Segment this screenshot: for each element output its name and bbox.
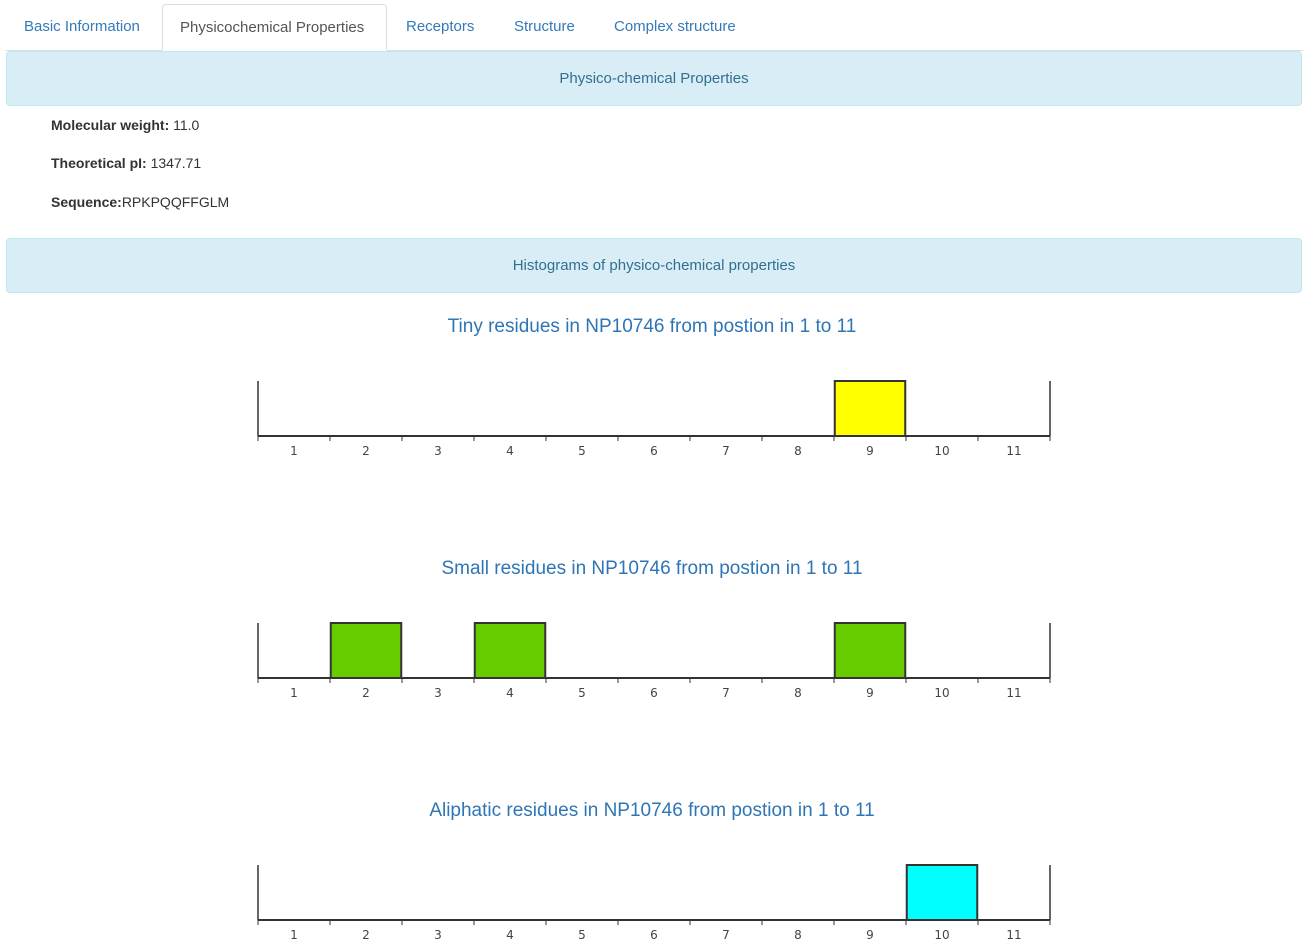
x-tick-label-1: 1: [290, 928, 298, 942]
x-tick-label-4: 4: [506, 928, 514, 942]
tab-complex-structure[interactable]: Complex structure: [614, 18, 736, 35]
x-tick-label-8: 8: [794, 444, 802, 458]
x-tick-label-5: 5: [578, 444, 586, 458]
tab-receptors[interactable]: Receptors: [406, 18, 475, 35]
x-tick-label-10: 10: [934, 444, 949, 458]
x-tick-label-6: 6: [650, 444, 658, 458]
histograms-panel-header: Histograms of physico-chemical propertie…: [6, 238, 1302, 293]
chart-aliphatic-residues: 1 2 3 4 5 6 7 8 9 10 11: [257, 864, 1051, 942]
x-tick-label-9: 9: [866, 686, 874, 700]
theoretical-pi: Theoretical pI: 1347.71: [51, 155, 201, 171]
x-tick-label-2: 2: [362, 444, 370, 458]
theoretical-pi-value: 1347.71: [150, 155, 202, 171]
x-tick-label-10: 10: [934, 928, 949, 942]
bar-4: [473, 622, 547, 679]
molecular-weight-label: Molecular weight:: [51, 117, 170, 133]
x-tick-label-6: 6: [650, 928, 658, 942]
bar-9: [833, 380, 907, 437]
sequence: Sequence:RPKPQQFFGLM: [51, 194, 229, 210]
x-tick-label-4: 4: [506, 444, 514, 458]
x-tick-label-1: 1: [290, 444, 298, 458]
x-tick-label-11: 11: [1006, 928, 1021, 942]
sequence-label: Sequence:: [51, 194, 122, 210]
chart-title-tiny-residues: Tiny residues in NP10746 from postion in…: [447, 316, 857, 337]
chart-small-residues: 1 2 3 4 5 6 7 8 9 10 11: [257, 622, 1051, 700]
bar-10: [905, 864, 979, 921]
bar-9: [833, 622, 907, 679]
x-tick-label-3: 3: [434, 686, 442, 700]
molecular-weight: Molecular weight: 11.0: [51, 117, 199, 133]
chart-title-small-residues: Small residues in NP10746 from postion i…: [441, 558, 863, 579]
x-tick-label-7: 7: [722, 928, 730, 942]
chart-tiny-residues: 1 2 3 4 5 6 7 8 9 10 11: [257, 380, 1051, 458]
x-tick-label-2: 2: [362, 928, 370, 942]
x-tick-label-4: 4: [506, 686, 514, 700]
x-tick-label-5: 5: [578, 928, 586, 942]
sequence-value: RPKPQQFFGLM: [121, 194, 230, 210]
x-tick-label-2: 2: [362, 686, 370, 700]
tab-bar: Basic Information Physicochemical Proper…: [5, 0, 1303, 51]
tab-structure[interactable]: Structure: [514, 18, 575, 35]
x-tick-label-10: 10: [934, 686, 949, 700]
x-tick-label-11: 11: [1006, 444, 1021, 458]
theoretical-pi-label: Theoretical pI:: [51, 155, 147, 171]
bar-2: [329, 622, 403, 679]
x-tick-label-7: 7: [722, 444, 730, 458]
x-tick-label-5: 5: [578, 686, 586, 700]
tab-basic-information[interactable]: Basic Information: [24, 18, 140, 35]
x-tick-label-9: 9: [866, 444, 874, 458]
x-tick-label-9: 9: [866, 928, 874, 942]
x-tick-label-8: 8: [794, 928, 802, 942]
chart-title-aliphatic-residues: Aliphatic residues in NP10746 from posti…: [429, 800, 875, 821]
molecular-weight-value: 11.0: [173, 117, 200, 133]
x-tick-label-8: 8: [794, 686, 802, 700]
x-tick-label-6: 6: [650, 686, 658, 700]
x-tick-label-7: 7: [722, 686, 730, 700]
properties-panel-header: Physico-chemical Properties: [6, 51, 1302, 106]
x-tick-label-1: 1: [290, 686, 298, 700]
x-tick-label-3: 3: [434, 928, 442, 942]
x-tick-label-3: 3: [434, 444, 442, 458]
x-tick-label-11: 11: [1006, 686, 1021, 700]
tab-physicochemical-properties[interactable]: Physicochemical Properties: [162, 4, 387, 51]
